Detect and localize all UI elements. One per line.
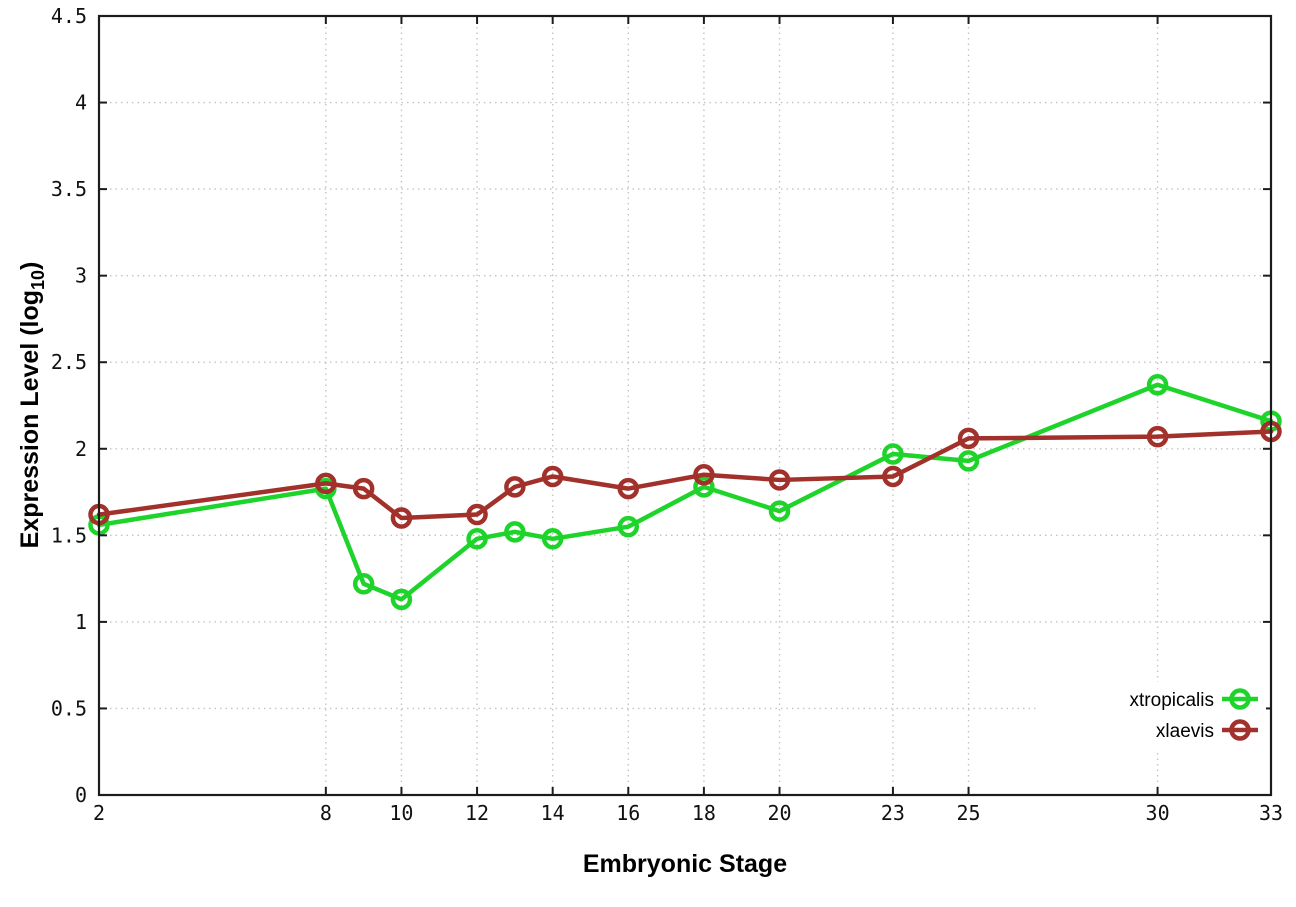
plot-border xyxy=(97,14,1273,797)
data-point-marker-xtropicalis-stage-14 xyxy=(541,528,564,550)
x-tick-label-12: 12 xyxy=(465,801,489,825)
data-point-marker-xlaevis-stage-16 xyxy=(617,477,640,500)
y-tick-label-0: 0 xyxy=(75,783,87,807)
y-tick-label-4: 4 xyxy=(75,91,87,115)
data-point-marker-xlaevis-stage-23 xyxy=(882,465,904,488)
x-tick-label-30: 30 xyxy=(1146,801,1170,825)
legend-backdrop xyxy=(1038,682,1266,752)
x-axis-title: Embryonic Stage xyxy=(583,850,787,878)
data-point-marker-xtropicalis-stage-25 xyxy=(957,450,980,472)
y-tick-label-3.5: 3.5 xyxy=(51,177,87,201)
data-point-marker-xlaevis-stage-8 xyxy=(315,472,337,495)
legend: xtropicalis xlaevis xyxy=(1038,682,1266,752)
y-tick-label-0.5: 0.5 xyxy=(51,696,87,720)
legend-item-xtropicalis: xtropicalis xyxy=(1130,688,1258,711)
series-layer xyxy=(88,373,1282,611)
data-point-marker-xlaevis-stage-30 xyxy=(1146,425,1169,448)
data-point-marker-xtropicalis-stage-23 xyxy=(882,443,904,465)
data-point-marker-xlaevis-stage-25 xyxy=(957,427,980,450)
y-tick-label-2: 2 xyxy=(75,437,87,461)
legend-item-xlaevis: xlaevis xyxy=(1156,719,1258,742)
data-point-marker-xtropicalis-stage-16 xyxy=(617,515,640,538)
y-axis-title: Expression Level (log10) xyxy=(16,262,48,549)
data-point-marker-xtropicalis-stage-9 xyxy=(352,573,375,595)
data-point-marker-xtropicalis-stage-13 xyxy=(504,521,526,543)
legend-label-xlaevis: xlaevis xyxy=(1156,721,1214,742)
x-tick-label-23: 23 xyxy=(881,801,905,825)
data-point-marker-xtropicalis-stage-12 xyxy=(466,528,488,550)
x-tick-label-16: 16 xyxy=(616,801,640,825)
x-tick-label-14: 14 xyxy=(541,801,565,825)
axis-layer: 2 8 10 12 14 16 18 20 23 25 30 33 0 0.5 1 1.5 2 2.5 3 3.5 4 4… xyxy=(51,4,1283,825)
y-axis-title-end: ) xyxy=(16,262,44,270)
x-tick-label-2: 2 xyxy=(93,801,105,825)
data-point-marker-xlaevis-stage-12 xyxy=(466,503,488,526)
x-tick-label-33: 33 xyxy=(1259,801,1283,825)
data-point-marker-xlaevis-stage-20 xyxy=(768,469,791,491)
y-tick-label-1.5: 1.5 xyxy=(51,523,87,547)
data-point-marker-xtropicalis-stage-30 xyxy=(1146,373,1169,396)
x-tick-label-10: 10 xyxy=(389,801,413,825)
legend-marker-icon xyxy=(1229,688,1251,710)
x-tick-label-18: 18 xyxy=(692,801,716,825)
x-tick-label-20: 20 xyxy=(767,801,791,825)
y-tick-label-1: 1 xyxy=(75,610,87,634)
data-point-marker-xlaevis-stage-18 xyxy=(693,463,715,486)
grid-layer xyxy=(99,16,1271,795)
y-axis-title-main: Expression Level (log xyxy=(16,290,44,548)
data-point-marker-xtropicalis-stage-10 xyxy=(390,588,413,611)
legend-marker-icon xyxy=(1229,719,1251,741)
data-point-marker-xtropicalis-stage-20 xyxy=(768,500,791,522)
y-axis-title-subscript: 10 xyxy=(28,270,48,290)
data-point-marker-xlaevis-stage-9 xyxy=(352,477,375,500)
data-point-marker-xlaevis-stage-14 xyxy=(541,465,564,488)
y-tick-label-4.5: 4.5 xyxy=(51,4,87,28)
series-line-xlaevis xyxy=(96,429,1274,521)
x-tick-label-8: 8 xyxy=(320,801,332,825)
data-point-marker-xtropicalis-stage-18 xyxy=(693,476,715,498)
y-tick-label-2.5: 2.5 xyxy=(51,350,87,374)
legend-label-xtropicalis: xtropicalis xyxy=(1130,690,1214,711)
tick-layer xyxy=(98,15,1272,796)
data-point-marker-xlaevis-stage-10 xyxy=(390,507,413,529)
x-tick-label-25: 25 xyxy=(957,801,981,825)
y-tick-label-3: 3 xyxy=(75,264,87,288)
data-point-marker-xlaevis-stage-13 xyxy=(504,476,526,498)
